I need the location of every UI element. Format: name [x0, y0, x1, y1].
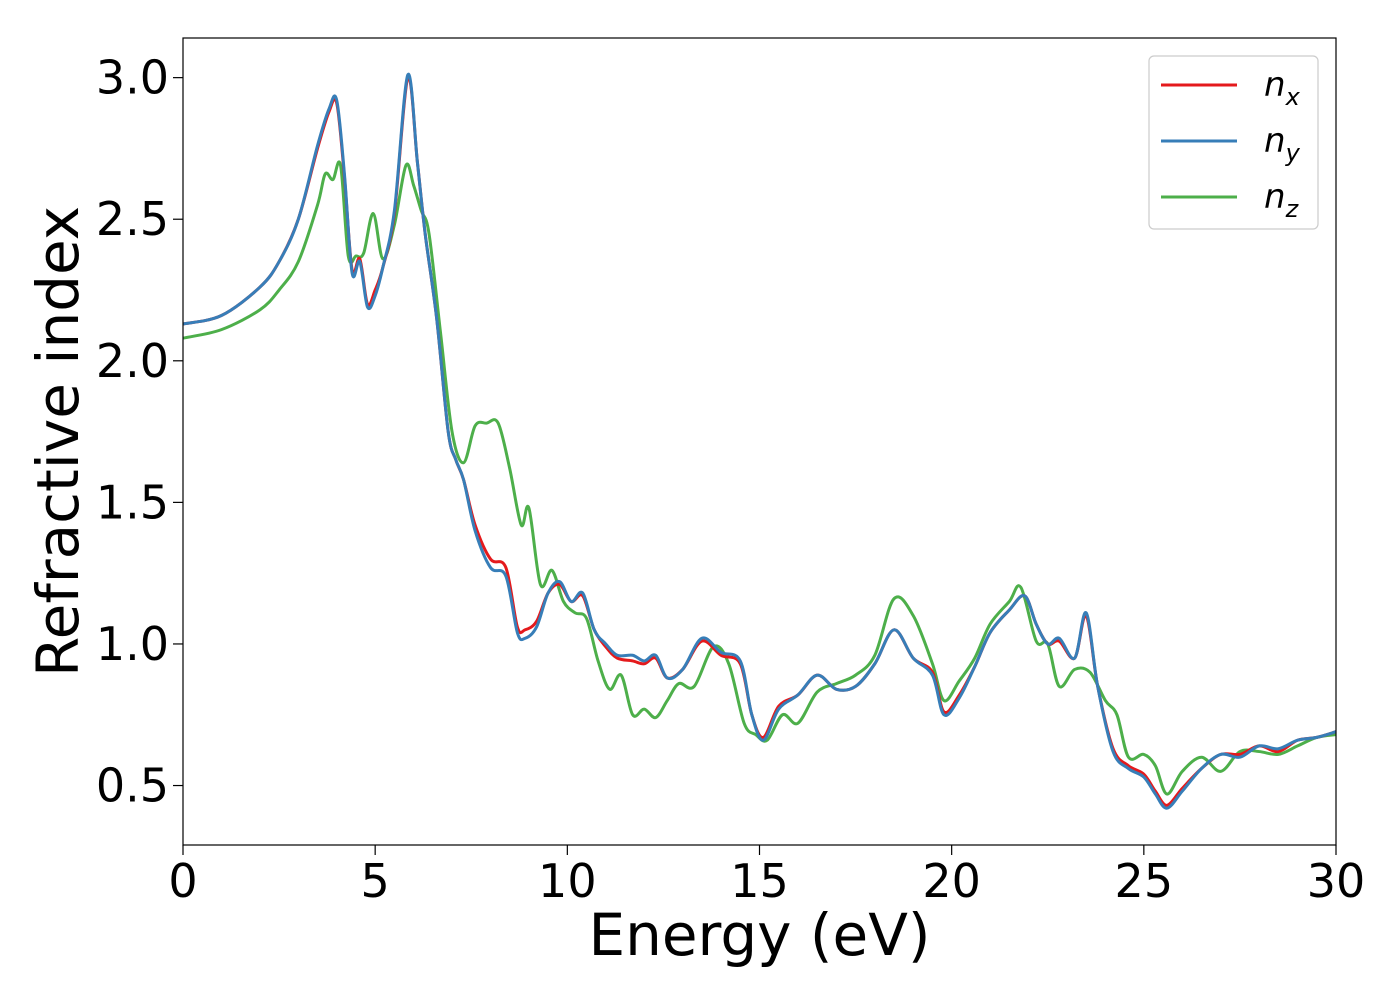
x-tick-label: 20 — [922, 854, 981, 908]
y-axis-label: Refractive index — [24, 206, 92, 677]
y-tick-label: 3.0 — [96, 51, 169, 105]
series-line-ny — [183, 72, 1336, 810]
x-tick-label: 30 — [1307, 854, 1366, 908]
x-tick-label: 5 — [361, 854, 390, 908]
y-tick-label: 2.0 — [96, 334, 169, 388]
series-layer — [183, 72, 1336, 810]
y-tick-label: 2.5 — [96, 192, 169, 246]
x-tick-label: 25 — [1115, 854, 1174, 908]
ticks-layer: 0 5 10 15 20 25 30 0.5 1.0 1.5 2.0 2.5 3.0 — [96, 51, 1365, 908]
x-axis-label: Energy (eV) — [588, 901, 930, 969]
x-tick-label: 0 — [168, 854, 197, 908]
y-tick-label: 1.0 — [96, 617, 169, 671]
y-tick-label: 0.5 — [96, 759, 169, 813]
x-tick-label: 15 — [730, 854, 789, 908]
series-line-nz — [183, 160, 1336, 796]
y-tick-label: 1.5 — [96, 475, 169, 529]
x-tick-label: 10 — [538, 854, 597, 908]
legend-label-nx: nx — [1264, 65, 1301, 111]
